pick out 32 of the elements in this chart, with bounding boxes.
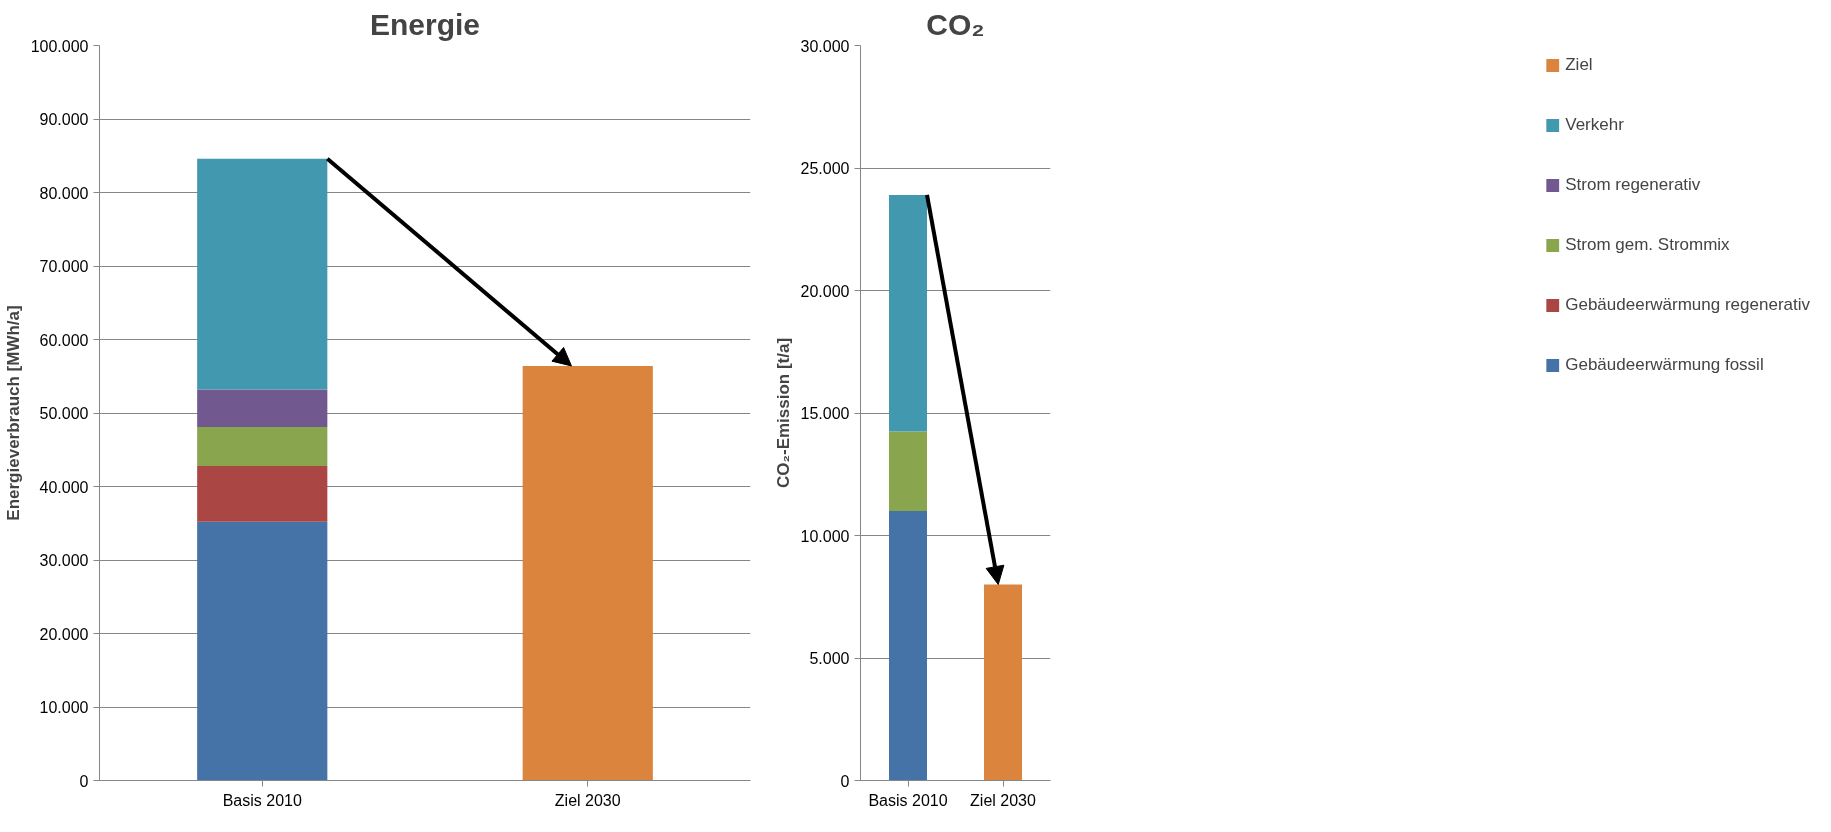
y-tick-label: 0: [840, 772, 850, 790]
y-tick-label: 90.000: [39, 111, 89, 128]
legend-label: Ziel: [1565, 55, 1593, 75]
y-tick-label: 20.000: [800, 282, 850, 300]
y-tick-label: 100.000: [30, 37, 89, 55]
legend-label: Verkehr: [1565, 115, 1624, 135]
y-tick-label: 5.000: [809, 650, 850, 667]
y-axis-title: CO₂-Emission [t/a]: [773, 337, 793, 489]
y-tick-label: 60.000: [39, 331, 89, 349]
y-tick-label: 25.000: [800, 160, 850, 177]
chart-title: Energie: [369, 7, 481, 41]
y-tick-label: 40.000: [39, 478, 89, 496]
y-tick-label: 80.000: [39, 184, 89, 202]
y-tick-label: 10.000: [800, 527, 850, 545]
chart-title: CO₂: [926, 7, 985, 41]
y-tick-label: 50.000: [39, 405, 89, 422]
y-tick-label: 20.000: [39, 625, 89, 643]
y-tick-label: 70.000: [39, 258, 89, 275]
legend-label: Gebäudeerwärmung fossil: [1565, 355, 1764, 375]
legend-label: Strom gem. Strommix: [1565, 235, 1730, 255]
y-tick-label: 10.000: [39, 699, 89, 716]
y-tick-label: 15.000: [800, 405, 850, 422]
legend-label: Strom regenerativ: [1565, 175, 1701, 195]
legend-label: Gebäudeerwärmung regenerativ: [1565, 295, 1810, 315]
y-tick-label: 30.000: [800, 37, 850, 55]
x-tick-label: Ziel 2030: [970, 791, 1037, 809]
y-tick-label: 30.000: [39, 552, 89, 569]
x-tick-label: Basis 2010: [868, 791, 948, 809]
x-tick-label: Basis 2010: [222, 791, 302, 809]
x-tick-label: Ziel 2030: [554, 791, 621, 809]
y-axis-title: Energieverbrauch [MWh/a]: [3, 305, 23, 521]
y-tick-label: 0: [79, 772, 89, 790]
